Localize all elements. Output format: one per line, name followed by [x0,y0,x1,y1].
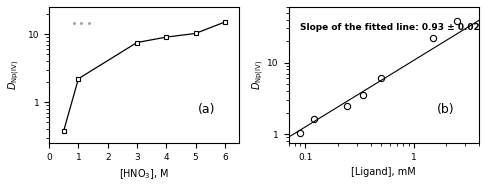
X-axis label: [HNO$_3$], M: [HNO$_3$], M [119,167,170,181]
Text: Slope of the fitted line: 0.93 ± 0.02: Slope of the fitted line: 0.93 ± 0.02 [300,23,480,32]
Y-axis label: $D_{\rm Np(IV)}$: $D_{\rm Np(IV)}$ [250,60,266,90]
Text: (b): (b) [437,103,454,116]
Text: (a): (a) [198,103,215,116]
X-axis label: [Ligand], mM: [Ligand], mM [352,167,416,177]
Y-axis label: $D_{\rm Np(IV)}$: $D_{\rm Np(IV)}$ [7,60,22,90]
